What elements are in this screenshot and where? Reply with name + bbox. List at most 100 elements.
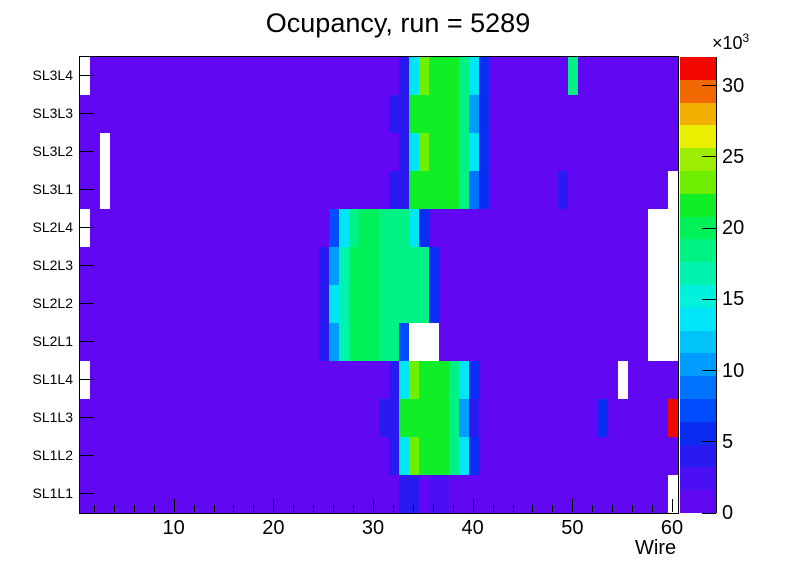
- y-axis-tick: [79, 417, 94, 418]
- heatmap-cell: [418, 361, 449, 399]
- x-axis-label: 60: [660, 517, 684, 539]
- color-scale-value: 25: [722, 145, 745, 168]
- heatmap-cell: [408, 361, 419, 399]
- color-scale-tick: [702, 298, 716, 300]
- heatmap-cell: [428, 57, 459, 95]
- x-axis-label: 50: [561, 517, 584, 539]
- heatmap-cell: [80, 361, 90, 399]
- x-axis-minor-tick: [412, 505, 414, 512]
- y-axis-tick: [79, 151, 94, 152]
- color-scale-value: 10: [722, 359, 745, 382]
- heatmap-cell: [598, 399, 609, 437]
- heatmap-cell: [448, 361, 459, 399]
- y-axis-label: SL3L2: [32, 143, 73, 159]
- x-axis-label: 20: [262, 517, 285, 539]
- heatmap-cell: [339, 247, 350, 285]
- color-scale-segment: [680, 216, 716, 240]
- heatmap-cell: [388, 361, 399, 399]
- color-scale-segment: [680, 193, 716, 217]
- heatmap-cell: [379, 323, 399, 361]
- x-axis-major-tick: [572, 499, 574, 512]
- y-axis-tick: [79, 379, 94, 380]
- heatmap-cell: [648, 247, 678, 285]
- y-axis-label: SL1L1: [32, 485, 73, 501]
- heatmap-cell: [408, 209, 419, 247]
- heatmap-cell: [408, 171, 459, 209]
- heatmap-cell: [668, 475, 678, 513]
- x-axis-minor-tick: [552, 505, 554, 512]
- x-axis-minor-tick: [113, 505, 115, 512]
- heatmap-cell: [418, 57, 429, 95]
- color-scale-segment: [680, 421, 716, 445]
- x-axis-minor-tick: [432, 505, 434, 512]
- color-scale-segment: [680, 466, 716, 491]
- x-axis-minor-tick: [532, 505, 534, 512]
- heatmap-cell: [648, 209, 678, 247]
- heatmap-cell: [618, 361, 629, 399]
- x-axis-minor-tick: [592, 505, 594, 512]
- heatmap-cell: [359, 209, 379, 247]
- color-scale-value: 20: [722, 217, 745, 239]
- x-axis-major-tick: [672, 499, 674, 512]
- color-scale-segment: [680, 330, 716, 354]
- color-scale-segment: [680, 238, 716, 263]
- color-scale-segment: [680, 284, 716, 308]
- heatmap-cell: [468, 437, 479, 475]
- heatmap-cell: [668, 399, 678, 437]
- x-axis-minor-tick: [253, 505, 255, 512]
- x-axis-minor-tick: [632, 505, 634, 512]
- heatmap-cell: [458, 399, 469, 437]
- heatmap-cell: [448, 437, 459, 475]
- heatmap-cell: [468, 171, 479, 209]
- color-scale-tick: [702, 85, 716, 86]
- color-scale-segment: [680, 124, 716, 149]
- color-scale-value: 15: [722, 288, 745, 311]
- heatmap-cell: [379, 247, 429, 285]
- heatmap-cell: [648, 285, 678, 323]
- color-scale-bar: [680, 56, 717, 513]
- color-scale-tick: [702, 227, 716, 229]
- heatmap-cell: [398, 361, 409, 399]
- heatmap-cell: [418, 133, 429, 171]
- color-scale-segment: [680, 489, 716, 513]
- y-axis-tick: [79, 227, 94, 228]
- heatmap-cell: [398, 133, 409, 171]
- heatmap-cell: [468, 57, 479, 95]
- x-axis-label: 10: [162, 517, 185, 539]
- x-axis-title: Wire: [635, 537, 677, 559]
- chart-title: Ocupancy, run = 5289: [265, 8, 531, 38]
- heatmap-cell: [568, 57, 579, 95]
- x-axis-minor-tick: [193, 505, 195, 512]
- heatmap-cell: [468, 133, 479, 171]
- color-scale-segment: [680, 375, 716, 399]
- y-axis-label: SL1L3: [32, 409, 73, 425]
- color-scale-tick: [702, 512, 716, 514]
- x-axis-major-tick: [373, 499, 375, 512]
- color-scale-segment: [680, 352, 716, 377]
- heatmap-cell: [478, 95, 489, 133]
- color-scale-tick: [702, 441, 716, 443]
- heatmap-cell: [458, 95, 469, 133]
- y-axis-label: SL2L2: [32, 295, 73, 311]
- heatmap-cell: [398, 437, 409, 475]
- heatmap-cell: [458, 437, 469, 475]
- heatmap-cell: [379, 285, 429, 323]
- x-axis-minor-tick: [392, 505, 394, 512]
- heatmap-cell: [398, 399, 449, 437]
- y-axis-tick: [79, 75, 94, 76]
- heatmap-cell: [428, 475, 449, 513]
- heatmap-cell: [339, 209, 350, 247]
- heatmap-cell: [388, 95, 409, 133]
- color-scale-tick: [702, 156, 716, 158]
- scale-power-label: ×103: [712, 31, 750, 53]
- x-axis-minor-tick: [452, 505, 454, 512]
- x-axis-minor-tick: [93, 505, 95, 512]
- heatmap-cell: [339, 285, 350, 323]
- heatmap-cell: [349, 323, 379, 361]
- heatmap-cell: [408, 323, 439, 361]
- y-axis-label: SL2L1: [32, 333, 73, 349]
- x-axis-minor-tick: [133, 505, 135, 512]
- heatmap-cell: [428, 133, 459, 171]
- y-axis-tick: [79, 113, 94, 114]
